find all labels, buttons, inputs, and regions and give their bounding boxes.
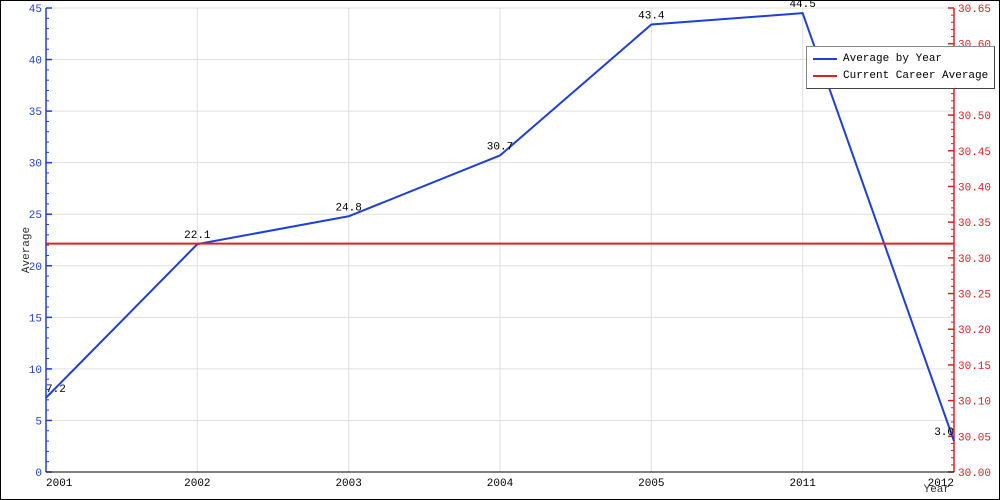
x-tick-label: 2001 [46,478,73,490]
y-tick-label-left: 45 [29,4,42,16]
x-tick-label: 2011 [789,478,816,490]
y-tick-label-right: 30.20 [958,325,991,337]
y-tick-label-left: 25 [29,210,42,222]
y-tick-label-right: 30.25 [958,290,991,302]
y-tick-label-right: 30.15 [958,361,991,373]
legend-label: Average by Year [843,51,942,68]
y-tick-label-left: 30 [29,159,42,171]
y-axis-label: Average [21,227,33,273]
point-label: 43.4 [638,10,665,22]
legend-swatch [813,58,837,60]
x-tick-label: 2003 [335,478,361,490]
y-tick-label-left: 10 [29,365,42,377]
point-label: 30.7 [487,141,513,153]
x-tick-label: 2002 [184,478,210,490]
y-tick-label-right: 30.00 [958,468,991,480]
y-tick-label-right: 30.45 [958,147,991,159]
y-tick-label-right: 30.65 [958,4,991,16]
x-tick-label: 2005 [638,478,664,490]
legend: Average by YearCurrent Career Average [806,46,995,89]
point-label: 22.1 [184,230,211,242]
y-tick-label-right: 30.50 [958,111,991,123]
chart-container: 05101520253035404530.0030.0530.1030.1530… [0,0,1000,500]
y-tick-label-left: 0 [35,468,42,480]
y-tick-label-left: 5 [35,416,42,428]
point-label: 7.2 [46,384,66,396]
y-tick-label-right: 30.10 [958,397,991,409]
y-tick-label-left: 35 [29,107,42,119]
legend-item: Average by Year [813,51,988,68]
y-tick-label-right: 30.40 [958,182,991,194]
y-tick-label-right: 30.35 [958,218,991,230]
x-tick-label: 2004 [487,478,514,490]
legend-swatch [813,75,837,77]
y-tick-label-right: 30.05 [958,432,991,444]
y-tick-label-right: 30.30 [958,254,991,266]
legend-label: Current Career Average [843,68,988,85]
legend-item: Current Career Average [813,68,988,85]
x-axis-label: Year [924,484,950,496]
point-label: 3.0 [934,427,954,439]
point-label: 44.5 [789,0,815,11]
y-tick-label-left: 15 [29,313,42,325]
y-tick-label-left: 40 [29,56,42,68]
point-label: 24.8 [335,202,361,214]
